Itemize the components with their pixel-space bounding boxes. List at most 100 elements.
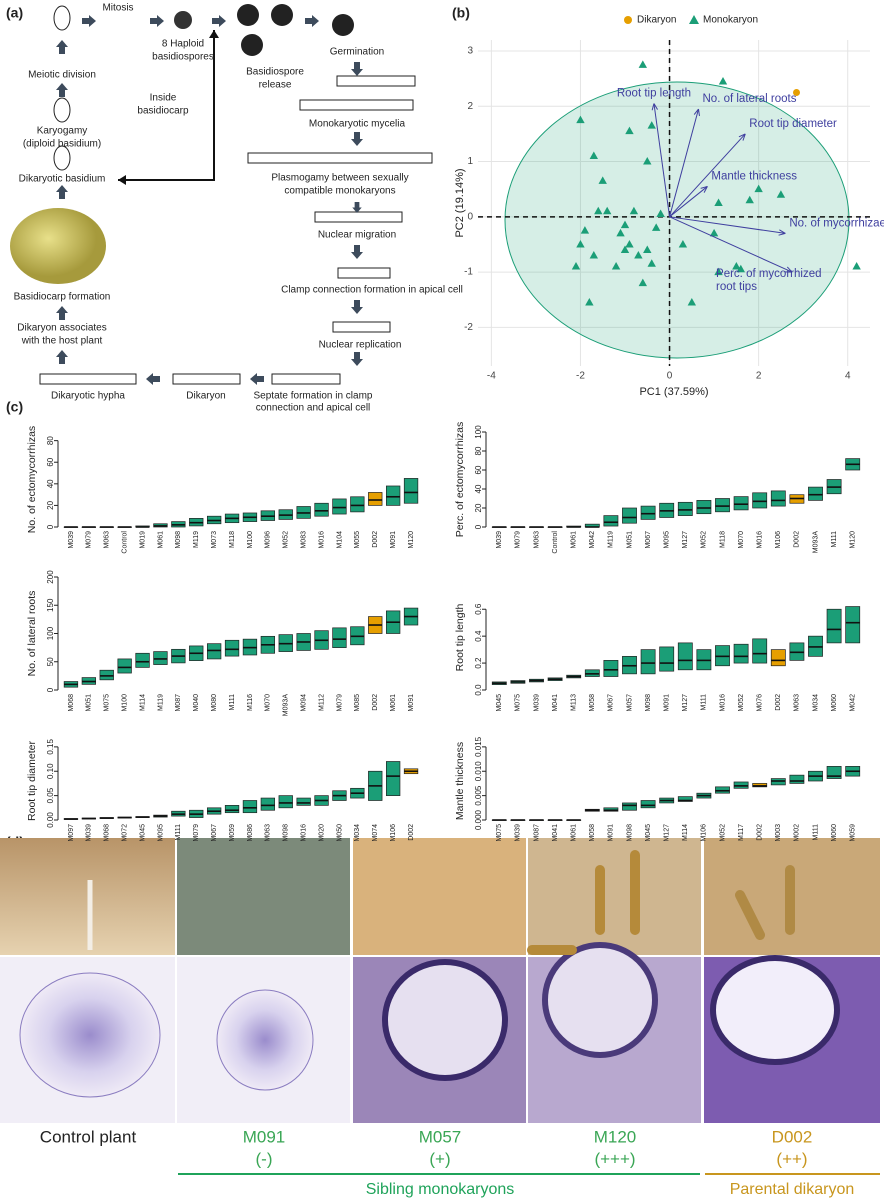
loading-vector: [669, 216, 786, 234]
legend-marker: [624, 16, 632, 24]
y-tick-label: 40: [46, 479, 55, 488]
y-tick-label: 0.015: [474, 736, 483, 757]
box: [789, 774, 805, 784]
y-tick-label: 80: [474, 446, 483, 455]
x-tick-label: M100: [121, 694, 128, 712]
caption: Control plant: [40, 1127, 137, 1146]
box: [733, 496, 749, 511]
box: [242, 800, 258, 814]
point: [643, 157, 652, 165]
step-label: Dikaryotic basidium: [19, 174, 106, 185]
caption: D002: [772, 1127, 813, 1146]
point: [647, 259, 656, 267]
spores-icon: [174, 11, 192, 29]
y-tick-label: 20: [46, 500, 55, 509]
point: [629, 206, 639, 215]
x-tick-label: M075: [496, 824, 503, 842]
point: [616, 228, 625, 237]
x-tick-label: M058: [589, 824, 596, 842]
box: [332, 498, 347, 515]
x-tick-label: M120: [408, 531, 415, 549]
x-tick-label: M041: [552, 824, 559, 842]
arrow: [212, 15, 226, 27]
arrow: [56, 350, 68, 364]
x-tick-label: D002: [372, 531, 379, 548]
basidium-icon: [53, 97, 71, 123]
y-axis-label: Root tip diameter: [26, 741, 38, 821]
y-axis-label: Perc. of ectomycorrhizas: [454, 422, 466, 538]
point: [656, 209, 665, 218]
point: [754, 184, 763, 193]
x-tick-label: M114: [139, 694, 146, 711]
y-tick-label: 0.6: [474, 603, 483, 615]
hypha: [39, 373, 137, 385]
x-tick-label: M111: [229, 694, 236, 711]
x-tick-label: M016: [318, 531, 325, 549]
x-tick-label: M034: [812, 694, 819, 712]
y-tick-label: 0.15: [46, 739, 55, 755]
point: [776, 190, 786, 198]
x-tick-label: M095: [157, 824, 164, 842]
point: [793, 88, 800, 96]
x-tick-label: M039: [515, 824, 522, 842]
x-tick-label: M067: [645, 531, 652, 549]
box: [296, 797, 311, 806]
point: [598, 176, 607, 184]
y-tick-label: 80: [46, 436, 55, 445]
x-tick-label: M063: [533, 531, 540, 549]
x-tick-label: M058: [589, 694, 596, 712]
x-tick-label: M083: [300, 531, 307, 549]
x-tick-label: M091: [408, 694, 415, 712]
x-tick-label: M059: [229, 824, 236, 842]
point: [589, 250, 599, 259]
life-cycle-diagram: Meiotic division Mitosis 8 Haploid basid…: [10, 3, 463, 414]
x-tick-label: -4: [487, 371, 496, 382]
loading-vector: [669, 186, 708, 218]
root-tip: [527, 850, 640, 955]
photo: [177, 838, 350, 955]
x-tick-label: M119: [193, 531, 200, 548]
step-label: with the host plant: [21, 336, 103, 347]
hypha: [172, 373, 241, 385]
y-tick-label: 0: [467, 211, 473, 222]
y-tick-label: 150: [46, 598, 55, 612]
box: [640, 800, 656, 809]
y-tick-label: 1: [467, 156, 473, 167]
group-label: Sibling monokaryons: [366, 1181, 515, 1198]
box: [770, 649, 786, 667]
point: [647, 121, 656, 129]
group-label: Parental dikaryon: [730, 1181, 855, 1198]
x-tick-label: M079: [336, 694, 343, 712]
point: [714, 198, 723, 206]
x-tick-label: M113: [571, 694, 578, 711]
hypha: [299, 99, 414, 111]
cross-section: [382, 959, 508, 1081]
spore: [237, 4, 259, 26]
y-tick-label: 100: [474, 425, 483, 439]
x-tick-label: M061: [571, 531, 578, 549]
box: [845, 606, 861, 644]
x-tick-label: M068: [104, 824, 111, 842]
x-tick-label: M042: [850, 694, 857, 712]
x-tick-label: M097: [68, 824, 75, 842]
box: [752, 492, 768, 509]
arrow: [305, 15, 319, 27]
y-tick-label: 2: [467, 101, 473, 112]
x-tick-label: M118: [719, 531, 726, 548]
box: [314, 502, 329, 517]
legend-label: Monokaryon: [703, 15, 758, 26]
x-tick-label: M060: [831, 694, 838, 712]
cross-section: [710, 955, 840, 1065]
point: [594, 206, 603, 215]
y-tick-label: 40: [474, 484, 483, 493]
y-axis-label: No. of lateral roots: [26, 591, 38, 677]
vector-head: [693, 108, 700, 117]
y-tick-label: 50: [46, 657, 55, 666]
y-tick-label: 0.0: [474, 684, 483, 696]
box: [350, 496, 365, 513]
x-tick-label: M087: [533, 824, 540, 842]
box: [385, 485, 401, 506]
step-label: Nuclear replication: [319, 340, 402, 351]
box: [260, 797, 276, 811]
step-label: release: [259, 80, 292, 91]
